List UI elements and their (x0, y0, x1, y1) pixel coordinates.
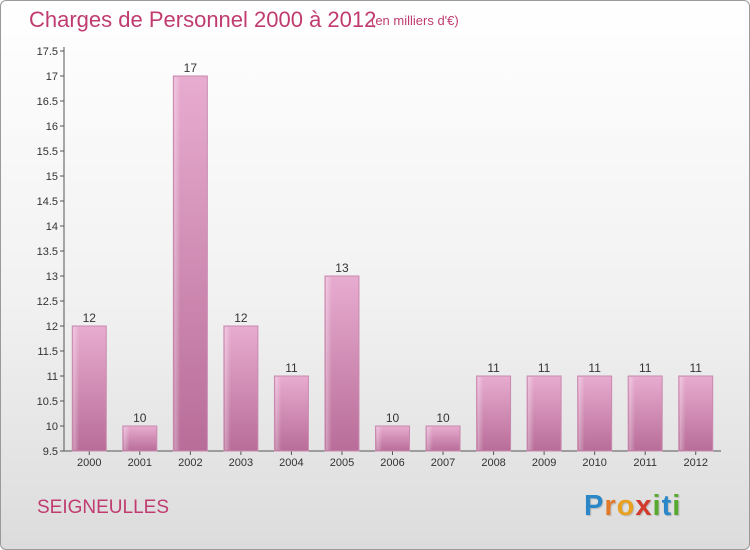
y-tick-label: 17 (46, 71, 58, 83)
data-labels: 12 10 17 12 11 13 10 10 11 11 11 11 11 (83, 61, 703, 425)
data-label: 10 (386, 411, 400, 425)
y-tick-label: 14 (46, 221, 58, 233)
bars (71, 75, 714, 452)
bar-highlight (325, 277, 332, 450)
data-label: 12 (234, 311, 248, 325)
bar-highlight (376, 427, 383, 450)
bar-highlight (275, 377, 282, 450)
data-label: 11 (538, 361, 551, 375)
y-tick-label: 13.5 (37, 246, 58, 258)
bar-highlight (224, 327, 231, 450)
data-label: 11 (689, 361, 702, 375)
x-tick-label: 2011 (633, 457, 657, 469)
x-tick-label: 2010 (582, 457, 606, 469)
y-tick-label: 16.5 (37, 96, 58, 108)
bar-highlight (528, 377, 535, 450)
bar-highlight (477, 377, 484, 450)
y-tick-label: 10.5 (37, 396, 58, 408)
data-label: 10 (436, 411, 450, 425)
bar-highlight (578, 377, 585, 450)
x-tick-label: 2003 (229, 457, 253, 469)
x-tick-label: 2007 (431, 457, 455, 469)
y-axis: 9.5 10 10.5 11 11.5 12 12.5 13 13.5 14 14.5 15 15.5 1… (37, 46, 65, 458)
data-label: 11 (487, 361, 500, 375)
data-label: 11 (639, 361, 652, 375)
y-tick-label: 12.5 (37, 296, 58, 308)
y-tick-label: 15 (46, 171, 58, 183)
bar-highlight (427, 427, 434, 450)
y-tick-label: 10 (46, 421, 58, 433)
y-tick-label: 17.5 (37, 46, 58, 58)
y-tick-label: 16 (46, 121, 58, 133)
x-tick-label: 2000 (77, 457, 101, 469)
bar-highlight (73, 327, 80, 450)
logo-letter: i (672, 490, 682, 522)
x-tick-label: 2001 (128, 457, 152, 469)
x-tick-label: 2006 (380, 457, 404, 469)
data-label: 11 (588, 361, 601, 375)
x-tick-label: 2008 (481, 457, 505, 469)
bar-highlight (629, 377, 636, 450)
logo-letter: t (661, 490, 673, 522)
logo-letter: i (652, 490, 662, 522)
data-label: 11 (285, 361, 298, 375)
data-label: 12 (83, 311, 97, 325)
y-tick-label: 11.5 (37, 346, 58, 358)
x-tick-label: 2005 (330, 457, 354, 469)
y-tick-label: 12 (46, 321, 58, 333)
data-label: 10 (133, 411, 147, 425)
chart-title: Charges de Personnel 2000 à 2012 (29, 7, 377, 32)
y-tick-label: 9.5 (43, 446, 58, 458)
data-label: 17 (184, 61, 198, 75)
logo-letter: P (584, 490, 605, 522)
x-tick-label: 2009 (532, 457, 556, 469)
x-tick-label: 2002 (178, 457, 202, 469)
y-tick-label: 15.5 (37, 146, 58, 158)
x-tick-label: 2004 (279, 457, 303, 469)
bar-highlight (123, 427, 130, 450)
y-tick-label: 11 (47, 371, 58, 383)
logo-letter: x (635, 490, 653, 522)
y-tick-label: 13 (46, 271, 58, 283)
proxiti-logo[interactable]: Proxiti (584, 490, 681, 523)
commune-name: SEIGNEULLES (37, 497, 169, 518)
chart-unit: (en milliers d'€) (371, 13, 459, 28)
y-tick-label: 14.5 (37, 196, 58, 208)
data-label: 13 (335, 261, 349, 275)
bar-highlight (679, 377, 686, 450)
x-axis: 2000 2001 2002 2003 2004 2005 2006 2007 2008 2009… (64, 450, 721, 469)
x-tick-label: 2012 (683, 457, 707, 469)
bar-highlight (174, 77, 181, 450)
logo-letter: o (616, 490, 636, 522)
logo-letter: r (604, 490, 617, 522)
